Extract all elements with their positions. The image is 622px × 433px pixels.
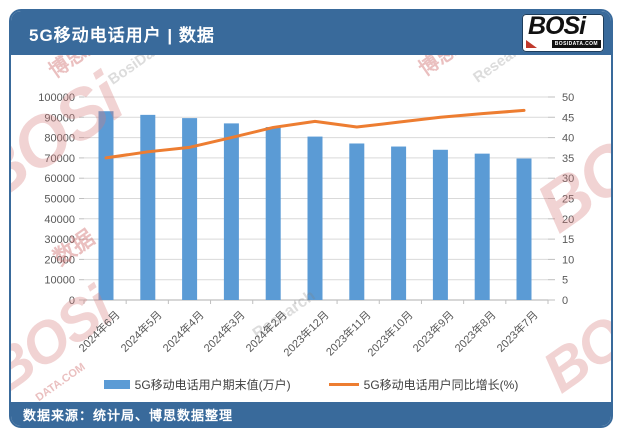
right-axis-tick-label: 45 (562, 112, 574, 124)
right-axis-tick-label: 0 (562, 295, 568, 307)
legend-line-swatch (328, 382, 359, 386)
right-axis-tick-label: 15 (562, 234, 574, 246)
right-axis-tick-label: 25 (562, 194, 574, 206)
report-card: 5G移动电话用户 | 数据 BOSi BOSIDATA.COM 0 10000 20… (9, 9, 613, 428)
left-axis-tick-label: 40000 (44, 214, 75, 226)
right-axis-tick-label: 35 (562, 153, 574, 165)
growth-line (104, 108, 526, 160)
right-axis-tick-label: 40 (562, 133, 574, 145)
bosi-logo-triangle-icon (526, 40, 537, 48)
legend-label: 5G移动电话用户同比增长(%) (363, 377, 519, 392)
left-axis-tick-label: 100000 (38, 92, 75, 104)
right-axis-tick-label: 50 (562, 92, 574, 104)
bar (391, 146, 407, 300)
bar (182, 118, 198, 300)
legend-item: 5G移动电话用户期末值(万户) (103, 376, 291, 393)
bar (223, 123, 239, 300)
left-axis-tick-label: 60000 (44, 173, 75, 185)
footer-bar: 数据来源：统计局、博思数据整理 (11, 402, 611, 426)
chart-area: 0 10000 20000 30000 40000 50000 60000 70000 8000… (11, 11, 611, 405)
bar (474, 153, 490, 300)
legend-label: 5G移动电话用户期末值(万户) (134, 377, 291, 392)
left-axis-tick-label: 0 (69, 295, 75, 307)
legend-item: 5G移动电话用户同比增长(%) (328, 376, 519, 393)
left-axis-tick-label: 80000 (44, 133, 75, 145)
bar (140, 114, 156, 300)
left-axis-tick-label: 30000 (44, 234, 75, 246)
right-axis-tick-label: 30 (562, 173, 574, 185)
left-axis-tick-label: 70000 (44, 153, 75, 165)
bar (432, 149, 448, 300)
header-bar: 5G移动电话用户 | 数据 BOSi BOSIDATA.COM (11, 11, 611, 55)
left-axis-tick-label: 50000 (44, 194, 75, 206)
bosi-logo-domain: BOSIDATA.COM (551, 40, 601, 48)
chart-legend: 5G移动电话用户期末值(万户) 5G移动电话用户同比增长(%) (11, 375, 611, 393)
data-source-note: 数据来源：统计局、博思数据整理 (23, 407, 234, 423)
bar (265, 127, 281, 300)
right-axis-tick-label: 5 (562, 275, 568, 287)
right-axis-tick-label: 10 (562, 254, 574, 266)
combo-chart: 0 10000 20000 30000 40000 50000 60000 70000 8000… (38, 92, 574, 307)
left-axis-tick-label: 10000 (44, 275, 75, 287)
right-axis-tick-label: 20 (562, 214, 574, 226)
bar (307, 136, 323, 300)
bar (516, 158, 532, 300)
legend-bar-swatch (103, 379, 130, 389)
bar (349, 143, 365, 300)
bosi-logo-text: BOSi (528, 14, 586, 40)
left-axis-tick-label: 20000 (44, 254, 75, 266)
bosi-logo: BOSi BOSIDATA.COM (522, 14, 604, 52)
bar (98, 111, 114, 301)
page-title: 5G移动电话用户 | 数据 (29, 25, 215, 45)
left-axis-tick-label: 90000 (44, 112, 75, 124)
